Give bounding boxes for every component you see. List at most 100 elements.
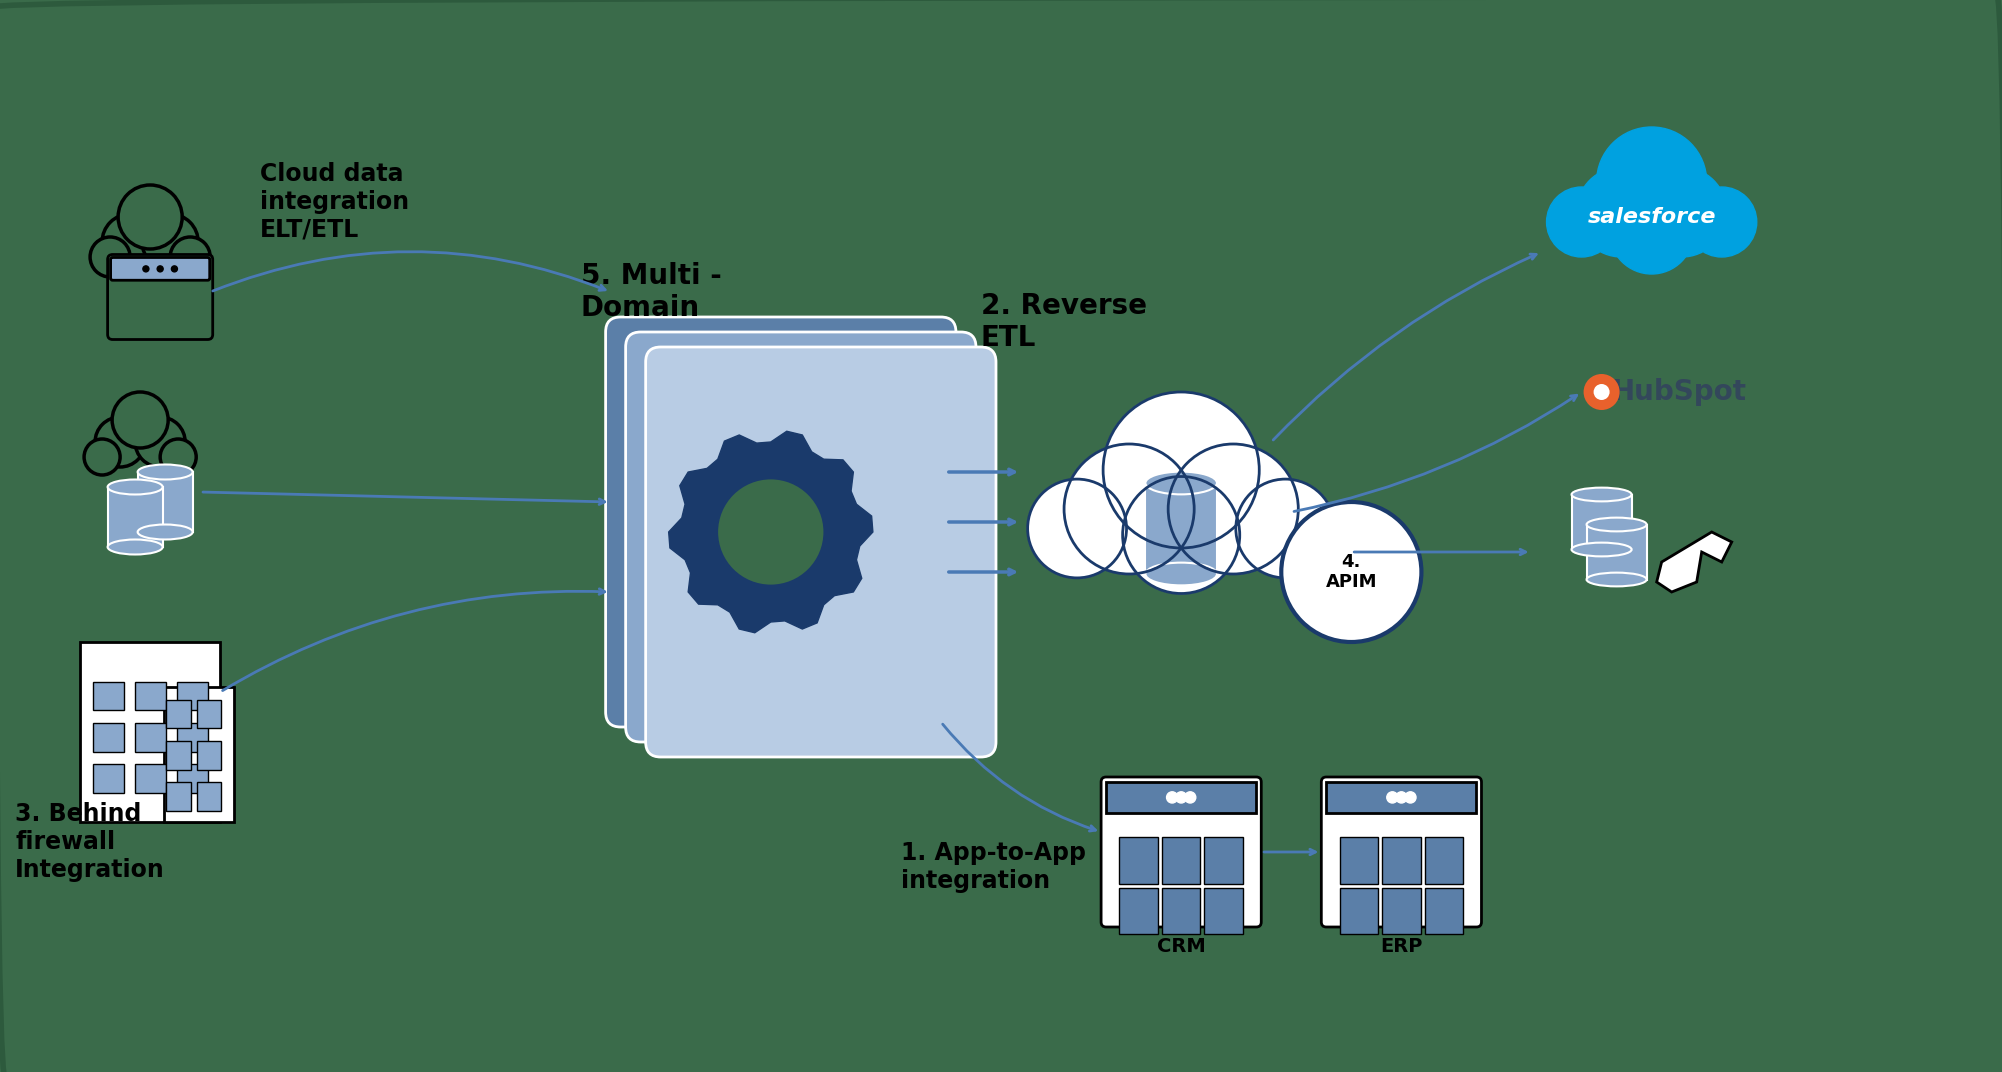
Ellipse shape	[1586, 572, 1646, 586]
Circle shape	[134, 417, 184, 467]
Text: ERP: ERP	[1379, 938, 1423, 956]
Bar	[138, 472, 192, 532]
Text: Cloud data
integration
ELT/ETL: Cloud data integration ELT/ETL	[260, 162, 408, 242]
Circle shape	[158, 266, 164, 272]
Bar	[1161, 888, 1201, 934]
Bar	[196, 783, 222, 812]
Text: 2. Reverse
ETL: 2. Reverse ETL	[981, 292, 1147, 353]
Bar	[1381, 888, 1421, 934]
Circle shape	[1103, 392, 1259, 548]
Circle shape	[1167, 792, 1177, 803]
Text: 1. App-to-App
integration: 1. App-to-App integration	[901, 842, 1085, 893]
Ellipse shape	[108, 539, 162, 554]
FancyBboxPatch shape	[645, 347, 997, 757]
Bar	[1161, 837, 1201, 883]
Bar	[80, 642, 220, 822]
Text: 4.
APIM: 4. APIM	[1325, 552, 1377, 592]
Circle shape	[1185, 792, 1195, 803]
Circle shape	[1578, 167, 1668, 257]
Circle shape	[118, 185, 182, 249]
Circle shape	[1686, 187, 1758, 257]
Ellipse shape	[1572, 488, 1632, 502]
Circle shape	[1610, 190, 1694, 274]
Bar	[196, 741, 222, 770]
Circle shape	[112, 392, 168, 448]
Circle shape	[90, 237, 130, 277]
Ellipse shape	[1586, 518, 1646, 532]
Bar	[1205, 837, 1243, 883]
Bar	[134, 723, 166, 751]
Text: CRM: CRM	[1157, 938, 1205, 956]
Text: 3. Behind
firewall
Integration: 3. Behind firewall Integration	[16, 802, 164, 882]
Circle shape	[1405, 792, 1415, 803]
Bar	[1119, 837, 1157, 883]
Bar	[176, 723, 208, 751]
FancyBboxPatch shape	[1101, 777, 1261, 927]
Ellipse shape	[1145, 563, 1217, 585]
Circle shape	[1123, 476, 1239, 594]
Circle shape	[1594, 384, 1610, 400]
Bar	[166, 700, 190, 728]
Bar	[1325, 781, 1477, 813]
Circle shape	[1169, 444, 1299, 574]
Bar	[196, 700, 222, 728]
Circle shape	[1027, 479, 1127, 578]
Circle shape	[96, 417, 146, 467]
Circle shape	[1548, 187, 1618, 257]
Bar	[92, 682, 124, 711]
Circle shape	[1598, 126, 1706, 237]
FancyBboxPatch shape	[605, 317, 957, 727]
FancyBboxPatch shape	[625, 332, 977, 742]
Ellipse shape	[1145, 472, 1217, 494]
Bar	[1205, 888, 1243, 934]
FancyBboxPatch shape	[108, 254, 212, 340]
Circle shape	[1395, 792, 1407, 803]
Bar	[1119, 888, 1157, 934]
Circle shape	[160, 440, 196, 475]
Circle shape	[1638, 167, 1728, 257]
Circle shape	[142, 266, 148, 272]
Circle shape	[717, 478, 825, 586]
Ellipse shape	[1572, 542, 1632, 556]
Bar	[108, 487, 162, 547]
Circle shape	[1065, 444, 1195, 574]
Circle shape	[1387, 792, 1397, 803]
Text: 5. Multi -
Domain: 5. Multi - Domain	[581, 262, 721, 323]
Circle shape	[84, 440, 120, 475]
FancyBboxPatch shape	[1321, 777, 1481, 927]
Circle shape	[1281, 502, 1421, 642]
Bar	[1586, 524, 1646, 580]
Bar	[1572, 494, 1632, 550]
Text: salesforce: salesforce	[1588, 207, 1716, 227]
Bar	[1339, 837, 1377, 883]
Bar	[1425, 888, 1463, 934]
Bar	[176, 682, 208, 711]
Bar	[1107, 781, 1257, 813]
Circle shape	[172, 266, 178, 272]
Bar	[176, 764, 208, 793]
Text: HubSpot: HubSpot	[1612, 378, 1746, 406]
Bar	[134, 764, 166, 793]
Ellipse shape	[108, 479, 162, 494]
Bar	[1339, 888, 1377, 934]
Bar	[166, 741, 190, 770]
Bar	[134, 682, 166, 711]
Circle shape	[1235, 479, 1335, 578]
Circle shape	[1175, 792, 1187, 803]
Circle shape	[142, 214, 198, 270]
Polygon shape	[669, 431, 873, 632]
Circle shape	[102, 214, 158, 270]
Ellipse shape	[138, 524, 192, 539]
Bar	[92, 764, 124, 793]
Circle shape	[170, 237, 210, 277]
Bar	[166, 783, 190, 812]
FancyBboxPatch shape	[110, 257, 210, 280]
Circle shape	[1584, 374, 1620, 410]
Polygon shape	[1658, 532, 1732, 592]
Bar	[92, 723, 124, 751]
Bar	[1145, 483, 1217, 574]
Bar	[164, 687, 234, 822]
Bar	[1381, 837, 1421, 883]
Bar	[1425, 837, 1463, 883]
Ellipse shape	[138, 464, 192, 479]
